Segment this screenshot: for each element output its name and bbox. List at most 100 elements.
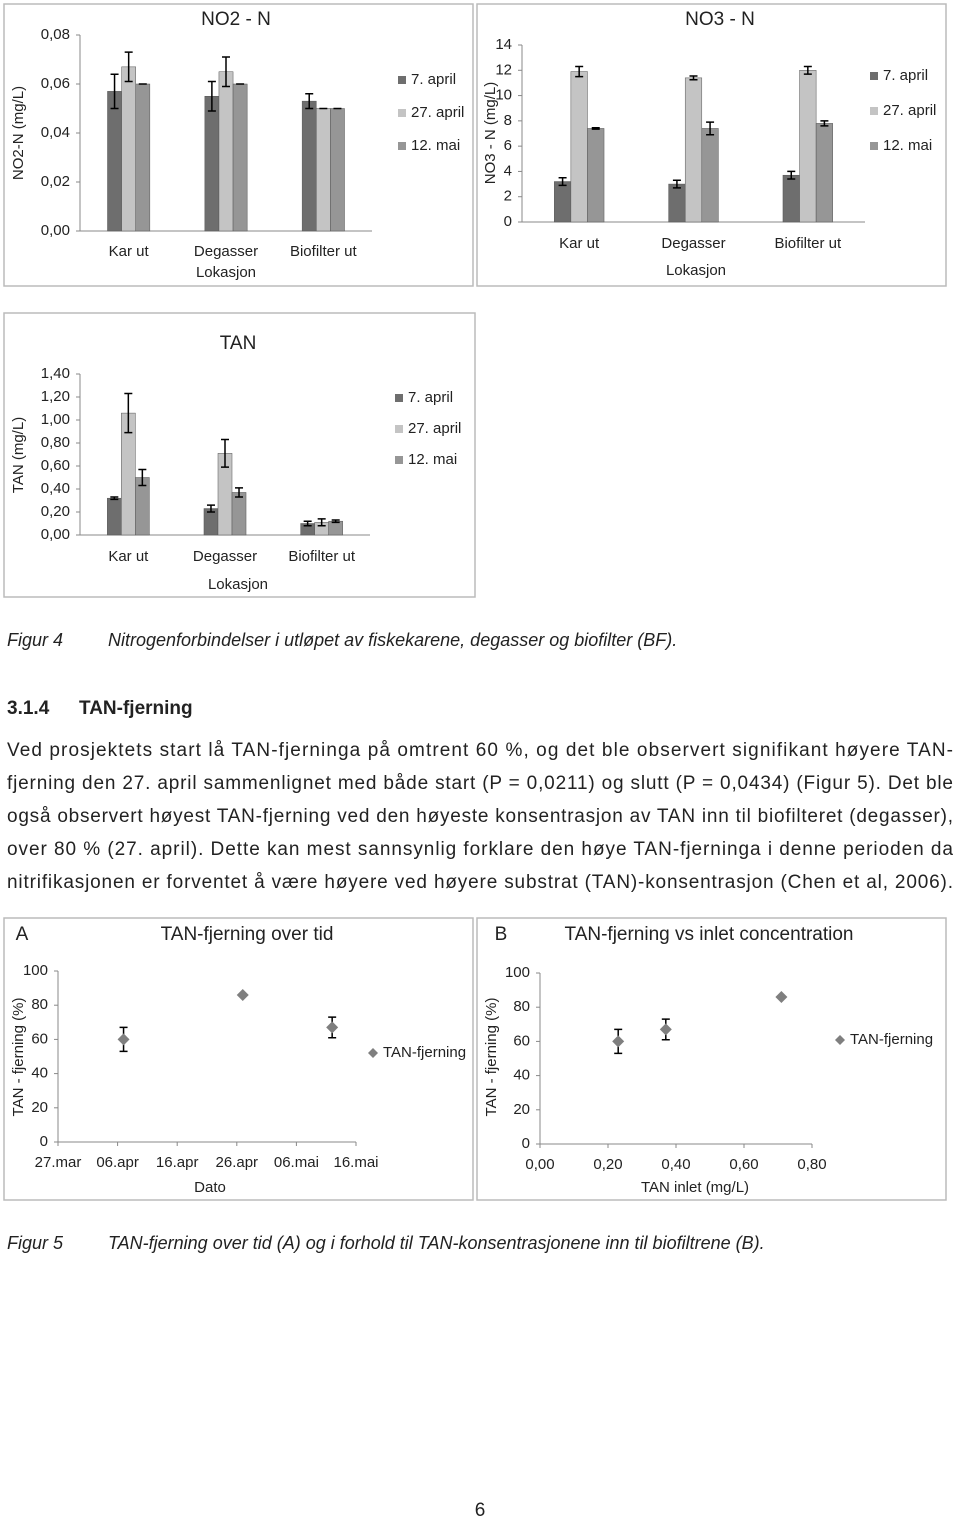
chart-frame (3, 3, 474, 287)
bar (204, 96, 220, 232)
error-bar (803, 65, 812, 75)
paragraph-line: over 80 % (27. april). Dette kan mest sa… (7, 839, 953, 860)
bar (815, 123, 833, 223)
figure-label: Figur 5 (7, 1233, 64, 1253)
bar (231, 492, 247, 536)
error-bar (235, 487, 244, 498)
legend-label: 7. april (408, 389, 453, 406)
y-tick-label: 0,04 (41, 124, 70, 141)
paragraph-line: Ved prosjektets start lå TAN-fjerninga p… (7, 740, 953, 761)
error-bar (207, 80, 216, 112)
bar (316, 108, 331, 232)
y-tick-label: 0,20 (41, 503, 70, 520)
y-tick-label: 0 (40, 1133, 48, 1150)
chart-title: TAN (220, 333, 257, 354)
y-tick-label: 8 (504, 112, 512, 129)
y-tick-label: 14 (495, 36, 512, 53)
error-bar (706, 121, 715, 136)
x-axis-label: Lokasjon (196, 264, 256, 281)
error-bar (558, 177, 567, 187)
x-tick-label: 16.mai (333, 1154, 378, 1171)
x-tick-label: Degasser (193, 548, 257, 565)
x-tick-label: Biofilter ut (288, 548, 356, 565)
bar (330, 108, 345, 232)
legend-label: 12. mai (883, 137, 932, 154)
legend-swatch (870, 72, 878, 80)
legend-marker (368, 1048, 378, 1058)
x-axis-label: Lokasjon (208, 576, 268, 593)
bar (684, 77, 703, 223)
chart-title: TAN-fjerning over tid (161, 924, 334, 945)
chart-frame (476, 3, 947, 287)
y-tick-label: 1,40 (41, 365, 70, 382)
y-tick-label: 0,08 (41, 26, 70, 43)
legend-swatch (395, 425, 403, 433)
legend-label: 27. april (883, 102, 936, 119)
y-tick-label: 20 (31, 1099, 48, 1116)
y-tick-label: 1,00 (41, 411, 70, 428)
bar (587, 128, 605, 223)
figure-caption: TAN-fjerning over tid (A) og i forhold t… (108, 1233, 765, 1253)
chart-frame (3, 312, 476, 598)
x-tick-label: 06.apr (96, 1154, 139, 1171)
legend-label: 12. mai (411, 137, 460, 154)
legend-label: 7. april (883, 67, 928, 84)
error-bar (672, 179, 681, 189)
paragraph-line: nitrifikasjonen er forventet å være høye… (7, 872, 953, 893)
figure-label: Figur 4 (7, 630, 63, 650)
y-tick-label: 0,00 (41, 222, 70, 239)
error-bar (221, 438, 229, 468)
y-tick-label: 0,80 (41, 434, 70, 451)
y-tick-label: 0 (504, 213, 512, 230)
point (775, 990, 788, 1003)
x-tick-label: Biofilter ut (774, 235, 842, 252)
bar (218, 71, 234, 232)
paragraph-line: fjerning den 27. april sammenlignet med … (7, 773, 953, 794)
x-axis-label: Lokasjon (666, 262, 726, 279)
legend-swatch (398, 142, 406, 150)
error-bar (591, 127, 600, 130)
error-bar (820, 120, 829, 127)
x-tick-label: Kar ut (109, 243, 150, 260)
x-tick-label: 0,40 (661, 1156, 690, 1173)
point (326, 1021, 339, 1034)
point (612, 1035, 625, 1048)
point (117, 1033, 130, 1046)
y-tick-label: 0,60 (41, 457, 70, 474)
y-tick-label: 80 (31, 996, 48, 1013)
legend-swatch (870, 142, 878, 150)
legend-swatch (870, 107, 878, 115)
figure-caption: Nitrogenforbindelser i utløpet av fiskek… (108, 630, 677, 650)
error-bar (303, 520, 312, 527)
page-number: 6 (475, 1500, 486, 1521)
y-tick-label: 12 (495, 61, 512, 78)
error-bar (110, 73, 119, 110)
x-tick-label: Kar ut (108, 548, 149, 565)
x-tick-label: 0,00 (525, 1156, 554, 1173)
panel-label: A (16, 924, 29, 945)
error-bar (317, 518, 326, 527)
point (659, 1023, 672, 1036)
legend-label: 27. april (411, 104, 464, 121)
legend-marker (835, 1035, 845, 1045)
error-bar (689, 75, 698, 81)
bar (668, 183, 686, 223)
error-bar (138, 468, 147, 487)
bar (701, 128, 719, 223)
chart-title: TAN-fjerning vs inlet concentration (565, 924, 854, 945)
bar (301, 100, 317, 232)
y-axis-label: NO3 - N (mg/L) (482, 82, 499, 185)
x-axis-label: TAN inlet (mg/L) (641, 1179, 749, 1196)
x-tick-label: Degasser (194, 243, 258, 260)
chart-frame (3, 917, 474, 1201)
chart-frame (476, 917, 947, 1201)
legend-label: 7. april (411, 71, 456, 88)
y-tick-label: 100 (23, 962, 48, 979)
x-tick-label: Degasser (661, 235, 725, 252)
legend-swatch (398, 109, 406, 117)
y-tick-label: 60 (31, 1030, 48, 1047)
y-tick-label: 0 (522, 1135, 530, 1152)
legend-label: 27. april (408, 420, 461, 437)
